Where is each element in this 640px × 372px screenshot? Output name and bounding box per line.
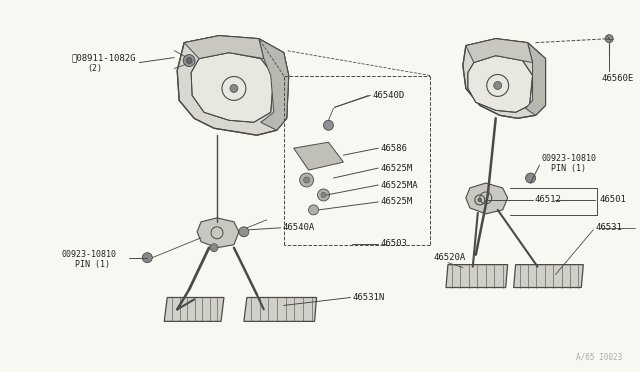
Circle shape xyxy=(321,192,326,198)
Circle shape xyxy=(186,58,192,64)
Circle shape xyxy=(230,84,238,92)
Text: PIN (1): PIN (1) xyxy=(552,164,586,173)
Polygon shape xyxy=(463,39,545,118)
Text: 46520A: 46520A xyxy=(433,253,465,262)
Text: 46525M: 46525M xyxy=(380,198,413,206)
Text: PIN (1): PIN (1) xyxy=(75,260,109,269)
Text: A/65 I0023: A/65 I0023 xyxy=(576,352,622,361)
Text: ⓝ08911-1082G: ⓝ08911-1082G xyxy=(72,53,136,62)
Polygon shape xyxy=(514,264,583,288)
Circle shape xyxy=(493,81,502,89)
Circle shape xyxy=(317,189,330,201)
Polygon shape xyxy=(446,264,508,288)
Circle shape xyxy=(478,198,482,202)
Polygon shape xyxy=(525,43,545,115)
Circle shape xyxy=(183,55,195,67)
Circle shape xyxy=(323,120,333,130)
Polygon shape xyxy=(466,183,508,214)
Circle shape xyxy=(303,177,310,183)
Text: 46525MA: 46525MA xyxy=(380,180,418,189)
Text: 00923-10810: 00923-10810 xyxy=(61,250,116,259)
Text: 46531: 46531 xyxy=(595,223,622,232)
Text: 46503: 46503 xyxy=(380,239,407,248)
Polygon shape xyxy=(191,52,274,122)
Polygon shape xyxy=(259,39,289,130)
Text: 46501: 46501 xyxy=(599,195,626,205)
Circle shape xyxy=(605,35,613,43)
Text: 46540A: 46540A xyxy=(283,223,315,232)
Circle shape xyxy=(308,205,319,215)
Polygon shape xyxy=(177,36,289,135)
Circle shape xyxy=(239,227,249,237)
Circle shape xyxy=(300,173,314,187)
Text: 46560E: 46560E xyxy=(601,74,634,83)
Text: 46540D: 46540D xyxy=(372,91,404,100)
Polygon shape xyxy=(197,218,239,248)
Polygon shape xyxy=(184,36,264,58)
Polygon shape xyxy=(164,298,224,321)
Text: 46586: 46586 xyxy=(380,144,407,153)
Polygon shape xyxy=(466,39,532,62)
Text: 46525M: 46525M xyxy=(380,164,413,173)
Text: 46531N: 46531N xyxy=(353,293,385,302)
Polygon shape xyxy=(244,298,317,321)
Circle shape xyxy=(525,173,536,183)
Circle shape xyxy=(210,244,218,252)
Circle shape xyxy=(142,253,152,263)
Polygon shape xyxy=(294,142,344,170)
Polygon shape xyxy=(468,55,532,112)
Text: 00923-10810: 00923-10810 xyxy=(541,154,596,163)
Text: (2): (2) xyxy=(88,64,102,73)
Text: 46512: 46512 xyxy=(534,195,561,205)
